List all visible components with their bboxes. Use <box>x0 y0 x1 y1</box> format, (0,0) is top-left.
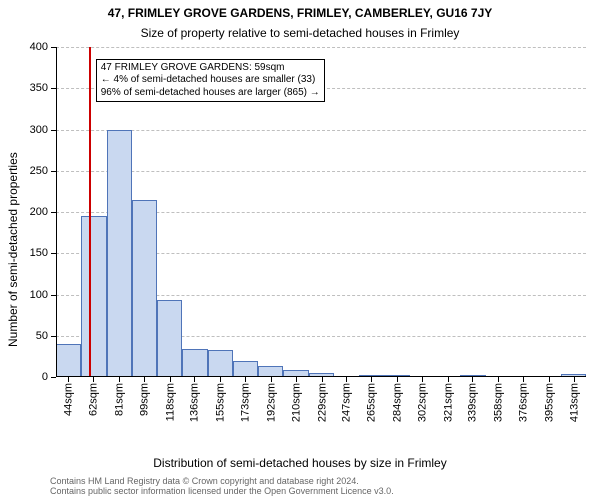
histogram-chart: 47, FRIMLEY GROVE GARDENS, FRIMLEY, CAMB… <box>0 0 600 500</box>
x-tick-label: 155sqm <box>215 383 227 422</box>
x-tick-label: 339sqm <box>467 383 479 422</box>
histogram-bar <box>283 370 308 377</box>
histogram-bar <box>182 349 207 377</box>
annotation-line: 47 FRIMLEY GROVE GARDENS: 59sqm <box>101 62 320 75</box>
x-tick <box>220 377 221 382</box>
x-tick-label: 118sqm <box>164 383 176 421</box>
grid-line <box>56 47 586 48</box>
x-tick <box>245 377 246 382</box>
grid-line <box>56 171 586 172</box>
x-tick-label: 136sqm <box>189 383 201 422</box>
marker-line <box>89 47 91 377</box>
y-tick-label: 400 <box>30 41 48 53</box>
annotation-line: 96% of semi-detached houses are larger (… <box>101 87 320 100</box>
x-tick-label: 358sqm <box>493 383 505 422</box>
x-tick-label: 302sqm <box>416 383 428 422</box>
x-tick <box>296 377 297 382</box>
x-tick <box>194 377 195 382</box>
chart-subtitle: Size of property relative to semi-detach… <box>0 26 600 40</box>
x-tick-label: 44sqm <box>63 383 75 416</box>
x-tick-label: 210sqm <box>290 383 302 422</box>
attribution: Contains HM Land Registry data © Crown c… <box>50 476 590 496</box>
y-tick <box>51 295 56 296</box>
x-tick <box>523 377 524 382</box>
histogram-bar <box>208 350 233 377</box>
y-tick <box>51 47 56 48</box>
histogram-bar <box>258 366 283 377</box>
x-tick <box>549 377 550 382</box>
histogram-bar <box>233 361 258 377</box>
y-tick <box>51 377 56 378</box>
x-tick-label: 376sqm <box>518 383 530 422</box>
histogram-bar <box>56 344 81 377</box>
attribution-line-1: Contains HM Land Registry data © Crown c… <box>50 476 590 486</box>
grid-line <box>56 130 586 131</box>
x-tick <box>93 377 94 382</box>
x-tick-label: 284sqm <box>392 383 404 422</box>
x-tick-label: 413sqm <box>568 383 580 422</box>
x-axis-label: Distribution of semi-detached houses by … <box>0 456 600 470</box>
histogram-bar <box>81 216 106 377</box>
x-tick <box>346 377 347 382</box>
chart-title: 47, FRIMLEY GROVE GARDENS, FRIMLEY, CAMB… <box>0 6 600 20</box>
plot-area: 05010015020025030035040044sqm62sqm81sqm9… <box>56 46 586 377</box>
x-tick-label: 229sqm <box>316 383 328 422</box>
y-tick-label: 300 <box>30 124 48 136</box>
x-tick <box>68 377 69 382</box>
histogram-bar <box>157 300 182 377</box>
annotation-box: 47 FRIMLEY GROVE GARDENS: 59sqm← 4% of s… <box>96 59 325 103</box>
x-tick <box>322 377 323 382</box>
x-tick <box>371 377 372 382</box>
x-tick-label: 173sqm <box>240 383 252 422</box>
x-tick-label: 395sqm <box>544 383 556 422</box>
y-tick-label: 0 <box>42 371 48 383</box>
x-tick <box>397 377 398 382</box>
x-tick <box>448 377 449 382</box>
y-tick <box>51 253 56 254</box>
y-tick-label: 350 <box>30 82 48 94</box>
y-tick-label: 150 <box>30 247 48 259</box>
y-tick-label: 50 <box>36 330 48 342</box>
y-tick <box>51 88 56 89</box>
x-tick <box>472 377 473 382</box>
x-tick <box>271 377 272 382</box>
x-tick <box>498 377 499 382</box>
x-tick-label: 62sqm <box>88 383 100 416</box>
y-tick-label: 250 <box>30 165 48 177</box>
y-tick <box>51 130 56 131</box>
attribution-line-2: Contains public sector information licen… <box>50 486 590 496</box>
y-tick-label: 200 <box>30 206 48 218</box>
x-tick <box>144 377 145 382</box>
x-tick <box>170 377 171 382</box>
x-tick <box>422 377 423 382</box>
y-tick <box>51 336 56 337</box>
y-axis-label: Number of semi-detached properties <box>6 0 20 500</box>
x-tick-label: 99sqm <box>138 383 150 416</box>
histogram-bar <box>107 130 132 378</box>
x-tick-label: 321sqm <box>442 383 454 422</box>
x-tick <box>574 377 575 382</box>
y-tick-label: 100 <box>30 289 48 301</box>
x-tick <box>119 377 120 382</box>
histogram-bar <box>132 200 157 377</box>
y-tick <box>51 212 56 213</box>
y-tick <box>51 171 56 172</box>
x-tick-label: 81sqm <box>114 383 126 416</box>
x-tick-label: 192sqm <box>266 383 278 422</box>
x-tick-label: 247sqm <box>341 383 353 422</box>
x-tick-label: 265sqm <box>366 383 378 422</box>
annotation-line: ← 4% of semi-detached houses are smaller… <box>101 74 320 87</box>
